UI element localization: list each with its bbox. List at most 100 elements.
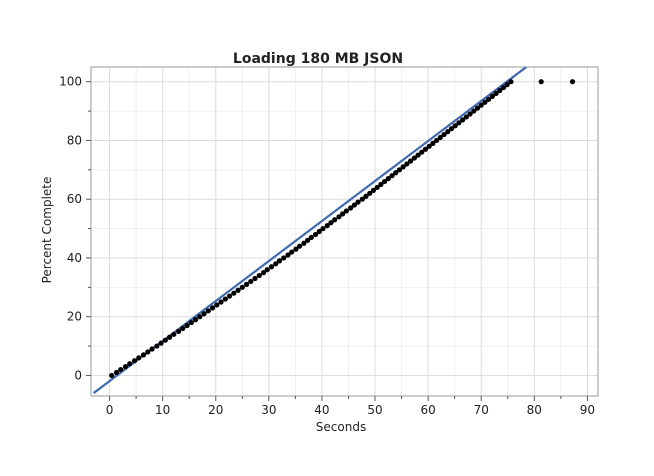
data-point: [252, 275, 258, 282]
data-point: [463, 114, 469, 120]
x-tick-label: 90: [580, 403, 595, 417]
data-point: [407, 158, 414, 164]
data-point: [122, 364, 129, 370]
data-point: [430, 140, 436, 146]
plot-area: [91, 67, 598, 396]
data-point: [467, 111, 473, 117]
y-tick-label: 80: [67, 133, 82, 147]
data-point: [209, 305, 216, 311]
y-tick-label: 40: [67, 251, 82, 265]
data-point: [385, 176, 391, 182]
data-point: [171, 331, 177, 337]
data-point: [127, 361, 133, 367]
x-tick-label: 70: [474, 403, 489, 417]
data-point: [381, 178, 388, 185]
data-point: [260, 270, 267, 276]
x-tick-label: 20: [208, 403, 223, 417]
x-tick-label: 30: [261, 403, 276, 417]
data-point: [396, 167, 403, 173]
data-point: [363, 193, 369, 199]
chart-title: Loading 180 MB JSON: [233, 51, 403, 67]
data-point: [248, 278, 254, 285]
data-point: [448, 126, 455, 132]
data-point: [222, 296, 228, 302]
data-point: [113, 369, 120, 376]
data-point: [149, 346, 155, 352]
data-point: [218, 299, 224, 305]
data-point: [305, 237, 311, 243]
data-point: [316, 228, 322, 235]
data-point: [437, 134, 443, 141]
data-point: [500, 84, 507, 91]
data-point: [289, 249, 295, 255]
data-point: [452, 123, 458, 129]
x-tick-label: 40: [314, 403, 329, 417]
data-point: [351, 202, 357, 208]
data-point: [118, 366, 124, 373]
data-point: [175, 328, 182, 334]
data-point: [109, 372, 115, 379]
data-point: [471, 108, 477, 114]
data-point: [569, 79, 576, 85]
data-point: [145, 349, 151, 355]
data-point: [268, 264, 275, 270]
data-point: [441, 131, 447, 138]
data-point: [162, 337, 168, 343]
data-point: [348, 205, 354, 211]
data-point: [411, 155, 417, 161]
data-point: [285, 252, 291, 258]
data-point: [389, 173, 395, 179]
data-point: [445, 129, 451, 135]
data-point: [166, 334, 173, 340]
data-marks: [92, 67, 576, 394]
data-point: [324, 223, 330, 229]
data-point: [235, 287, 241, 293]
data-point: [419, 149, 425, 155]
data-point: [281, 255, 287, 261]
data-point: [486, 96, 492, 102]
data-point: [359, 196, 365, 202]
data-point: [192, 317, 199, 323]
data-point: [504, 82, 510, 88]
y-tick-label: 0: [74, 368, 82, 382]
data-point: [367, 190, 373, 196]
data-point: [393, 170, 399, 176]
y-tick-label: 20: [67, 310, 82, 324]
data-point: [460, 117, 466, 123]
data-point: [482, 99, 488, 105]
data-point: [205, 308, 211, 314]
data-point: [415, 152, 421, 158]
data-point: [180, 325, 186, 332]
data-point: [400, 164, 406, 170]
data-point: [239, 284, 245, 290]
data-point: [374, 184, 380, 191]
data-point: [273, 261, 279, 267]
data-point: [276, 258, 283, 264]
plot-frame: [90, 66, 599, 397]
data-point: [336, 214, 342, 220]
data-point: [426, 143, 432, 149]
data-point: [214, 302, 220, 308]
x-tick-label: 0: [106, 403, 114, 417]
data-point: [474, 105, 481, 111]
y-axis-label: Percent Complete: [40, 177, 54, 284]
data-point: [320, 225, 326, 232]
data-point: [293, 246, 299, 252]
data-point: [140, 352, 147, 358]
data-point: [456, 120, 462, 126]
axes: 0 10 20 30 40 50 60 70 80 90 0 20 40 60 80 100: [59, 66, 599, 417]
data-point: [197, 314, 203, 320]
data-point: [404, 161, 410, 167]
data-point: [493, 90, 499, 97]
data-point: [297, 243, 303, 249]
data-point: [188, 319, 194, 326]
data-point: [343, 208, 349, 214]
data-point: [370, 187, 377, 193]
data-point: [434, 137, 440, 144]
data-point: [355, 199, 361, 205]
x-tick-label: 50: [367, 403, 382, 417]
data-point: [308, 234, 314, 240]
data-point: [158, 340, 164, 346]
